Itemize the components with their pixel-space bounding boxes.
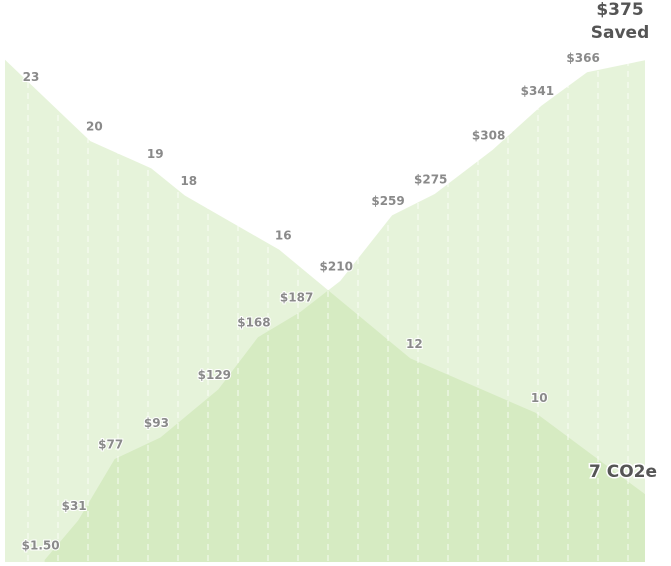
value-label: $93	[144, 416, 169, 430]
value-label: 18	[180, 174, 197, 188]
value-label: 10	[531, 391, 548, 405]
value-label: 19	[147, 147, 164, 161]
value-label: $375	[596, 0, 643, 20]
value-label: $187	[280, 290, 313, 304]
value-label: 23	[23, 70, 40, 84]
value-label: $210	[320, 260, 353, 274]
value-label: 20	[86, 120, 103, 134]
value-label: $366	[566, 51, 599, 65]
value-label: $1.50	[22, 538, 60, 552]
value-label: $259	[371, 194, 404, 208]
value-label: 12	[406, 337, 423, 351]
value-label: $77	[98, 437, 123, 451]
value-label: $308	[472, 128, 505, 142]
series-name: Saved	[591, 23, 650, 43]
value-label: $341	[521, 84, 554, 98]
area	[5, 59, 645, 563]
value-label: 16	[275, 228, 292, 242]
area	[44, 60, 646, 562]
value-label: $129	[198, 368, 231, 382]
value-label: $168	[237, 316, 270, 330]
value-label: $275	[414, 173, 447, 187]
value-label: $31	[62, 499, 87, 513]
value-label: 7 CO2e	[589, 462, 657, 482]
